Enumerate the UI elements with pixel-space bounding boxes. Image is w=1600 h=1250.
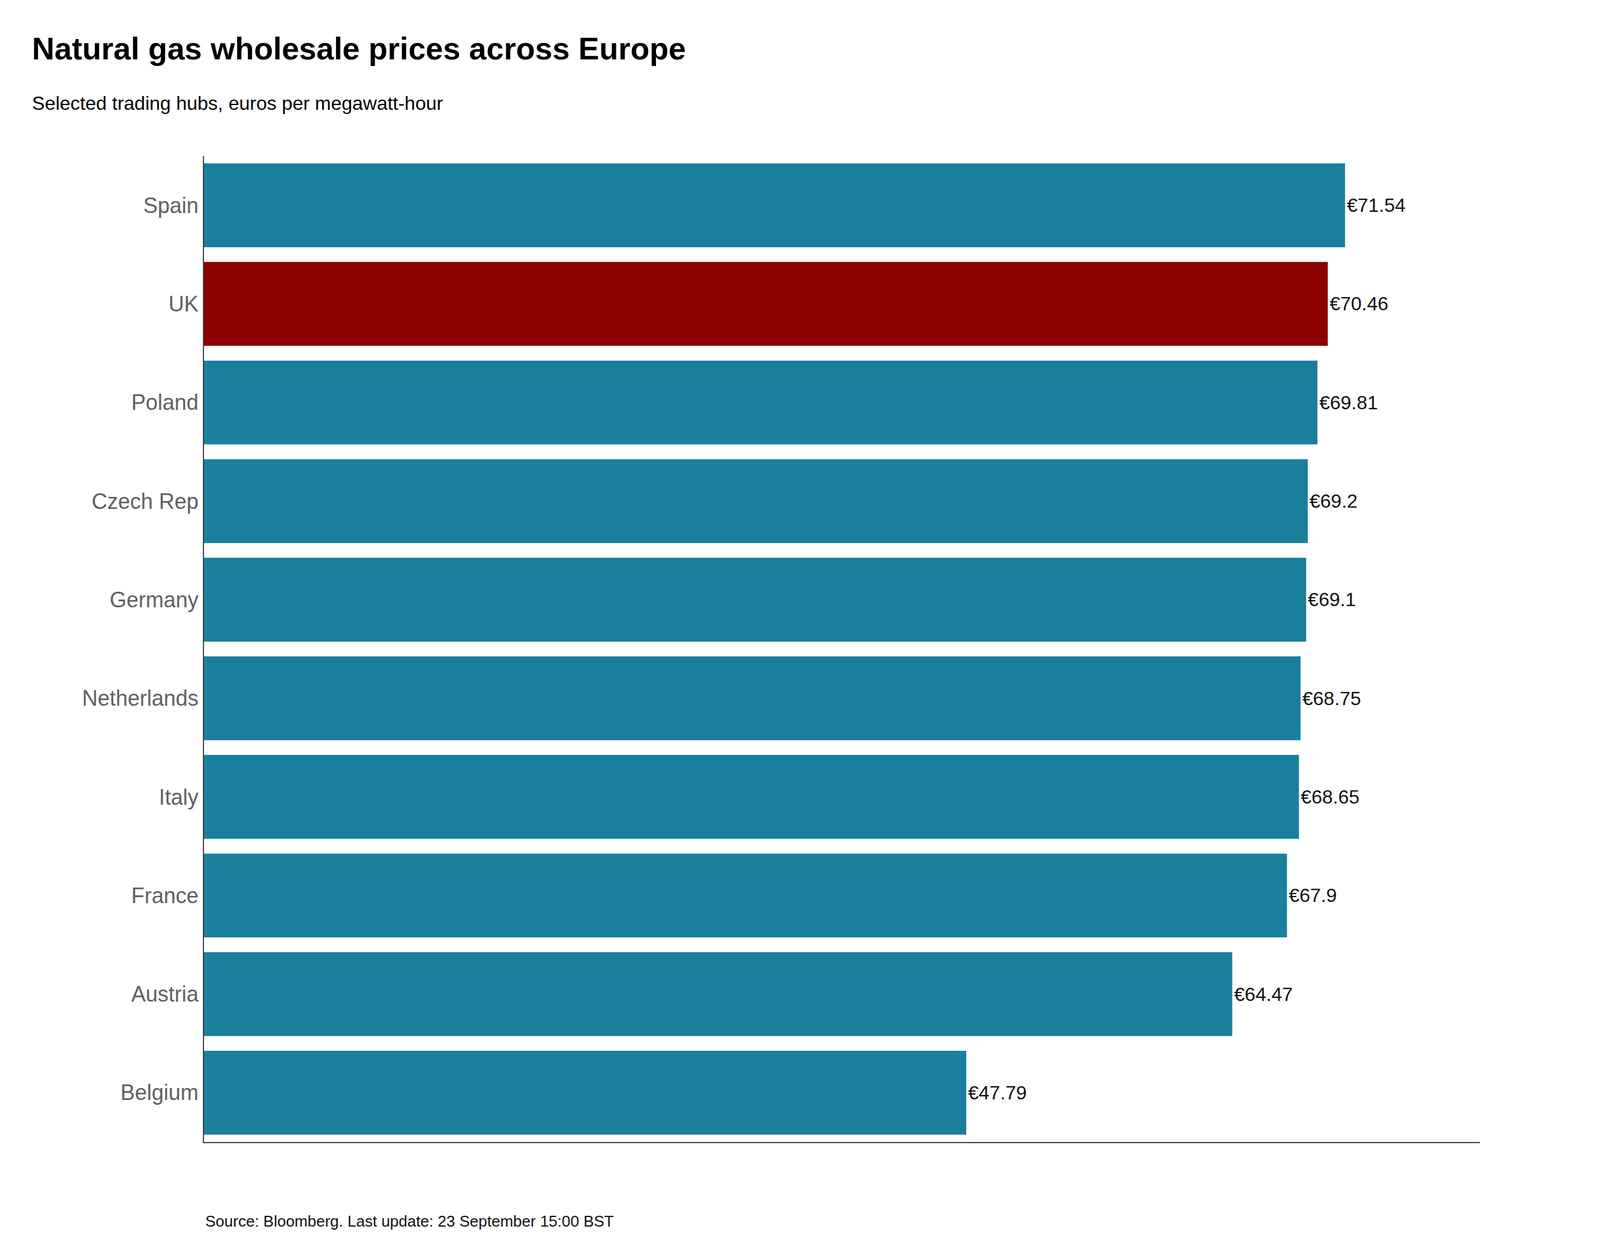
svg-text:€70.46: €70.46 — [1329, 292, 1389, 315]
svg-text:€47.79: €47.79 — [968, 1082, 1027, 1104]
svg-text:Source: Bloomberg. Last update: Source: Bloomberg. Last update: 23 Septe… — [205, 1212, 614, 1231]
svg-text:€67.9: €67.9 — [1288, 884, 1337, 907]
svg-text:France: France — [131, 883, 199, 909]
svg-text:Italy: Italy — [159, 784, 199, 810]
svg-text:€69.1: €69.1 — [1307, 588, 1356, 611]
svg-text:Selected trading hubs, euros p: Selected trading hubs, euros per megawat… — [31, 92, 443, 115]
svg-text:€68.65: €68.65 — [1300, 786, 1360, 808]
svg-text:Belgium: Belgium — [120, 1080, 199, 1105]
svg-text:Germany: Germany — [109, 587, 199, 613]
svg-text:Austria: Austria — [131, 981, 200, 1007]
svg-text:€64.47: €64.47 — [1233, 983, 1293, 1006]
svg-text:€68.75: €68.75 — [1302, 687, 1362, 710]
svg-text:€69.2: €69.2 — [1309, 490, 1358, 512]
svg-text:€69.81: €69.81 — [1319, 391, 1378, 414]
svg-text:Natural gas wholesale prices a: Natural gas wholesale prices across Euro… — [31, 31, 686, 67]
svg-text:Czech Rep: Czech Rep — [91, 489, 199, 514]
svg-text:UK: UK — [168, 291, 199, 317]
svg-text:Poland: Poland — [131, 390, 199, 415]
svg-text:€71.54: €71.54 — [1346, 194, 1406, 217]
svg-text:Spain: Spain — [143, 193, 199, 218]
svg-text:Netherlands: Netherlands — [82, 685, 199, 711]
